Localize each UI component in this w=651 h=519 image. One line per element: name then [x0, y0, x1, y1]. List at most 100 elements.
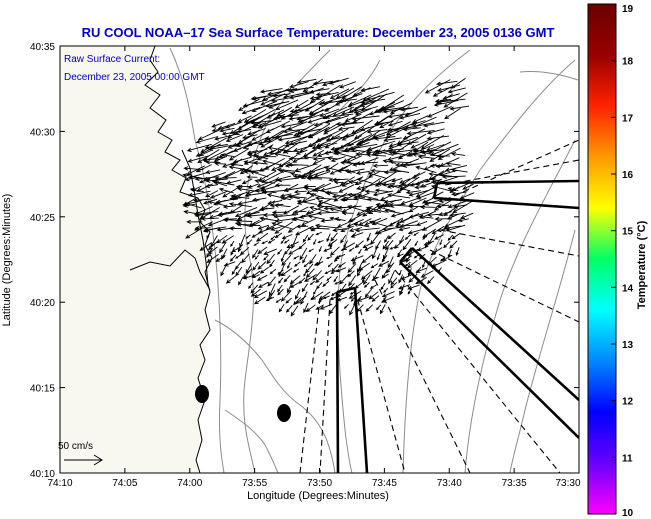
current-vector [348, 180, 362, 185]
current-vector [293, 255, 300, 260]
current-vector [186, 219, 203, 225]
current-vector [339, 273, 349, 285]
current-vector [438, 198, 460, 204]
current-vector [182, 173, 204, 179]
current-vector [263, 254, 269, 261]
current-vector [334, 253, 346, 259]
current-vector [371, 295, 380, 302]
current-vector [436, 84, 461, 92]
current-vector [295, 149, 308, 155]
current-vector [383, 287, 389, 294]
current-vector [280, 253, 285, 263]
current-vector [198, 149, 212, 157]
current-vector [427, 276, 435, 285]
current-vector [419, 204, 436, 210]
current-vector [457, 218, 469, 223]
current-vector [254, 154, 277, 159]
current-vector [404, 234, 411, 241]
current-vector [438, 211, 452, 217]
current-vector [417, 154, 435, 160]
current-vector [355, 161, 379, 166]
current-vector [247, 141, 269, 147]
current-vector [400, 288, 404, 294]
current-vector [221, 129, 252, 136]
current-vector [433, 99, 459, 107]
current-vector [348, 247, 355, 252]
current-vector [430, 247, 443, 256]
current-vector [442, 254, 453, 262]
current-vector [330, 232, 338, 242]
current-vector [266, 253, 276, 265]
current-vector [356, 205, 373, 216]
current-vector [194, 225, 211, 231]
current-vector [400, 274, 412, 280]
current-vector [384, 235, 389, 243]
current-vector [366, 129, 388, 134]
current-vector [296, 199, 318, 205]
current-vector [339, 283, 347, 294]
current-vector [442, 93, 460, 100]
current-vector [257, 120, 282, 129]
current-vector [402, 127, 421, 132]
current-vector [246, 213, 267, 219]
current-vector [258, 281, 269, 288]
current-vector [219, 241, 227, 254]
current-vector [186, 143, 212, 152]
current-vector [294, 261, 301, 267]
current-vector [199, 178, 211, 184]
current-vector [382, 240, 390, 250]
current-vector [443, 225, 461, 231]
current-vector [398, 274, 404, 284]
current-vector [187, 155, 210, 163]
current-vector [235, 254, 242, 259]
current-vector [398, 178, 411, 184]
current-vector [336, 218, 356, 228]
current-vector [347, 98, 370, 108]
current-vector [193, 198, 212, 203]
current-vector [447, 187, 459, 191]
current-vector [295, 289, 301, 300]
current-vector [271, 210, 290, 215]
current-vector [347, 270, 355, 278]
current-vector [444, 107, 461, 120]
current-vector [343, 303, 349, 309]
current-vector [287, 121, 308, 131]
current-vector [218, 187, 234, 194]
current-vector [211, 126, 229, 133]
current-vector [431, 260, 445, 268]
current-vector [296, 78, 317, 85]
current-vector [237, 186, 260, 193]
current-vector [286, 86, 314, 93]
current-vector [443, 240, 451, 249]
current-vector [420, 270, 434, 278]
current-vector [267, 199, 283, 205]
current-vector [436, 203, 450, 209]
current-vector [424, 198, 445, 206]
current-vector [232, 156, 252, 164]
current-vector [286, 281, 293, 294]
current-vector [450, 151, 466, 157]
current-vector [270, 225, 284, 231]
current-vector [259, 216, 277, 222]
current-vector [249, 170, 269, 178]
current-vector [324, 270, 332, 274]
current-vector [395, 217, 410, 225]
current-vector [398, 259, 405, 266]
radar-sector-dashed [299, 139, 579, 473]
current-vector [241, 178, 253, 185]
current-vector [274, 183, 291, 188]
current-vector [205, 190, 219, 198]
current-vector [340, 225, 354, 233]
current-vector [356, 296, 370, 302]
current-vector [183, 203, 196, 208]
current-vector [382, 273, 389, 278]
current-vector [430, 177, 451, 184]
current-vector [436, 80, 458, 86]
current-vector [186, 165, 206, 175]
current-vector [256, 179, 276, 188]
current-vector [411, 152, 426, 157]
current-vector [325, 162, 339, 172]
current-vector [219, 127, 235, 133]
current-vector [329, 216, 341, 222]
current-vector [356, 267, 363, 277]
